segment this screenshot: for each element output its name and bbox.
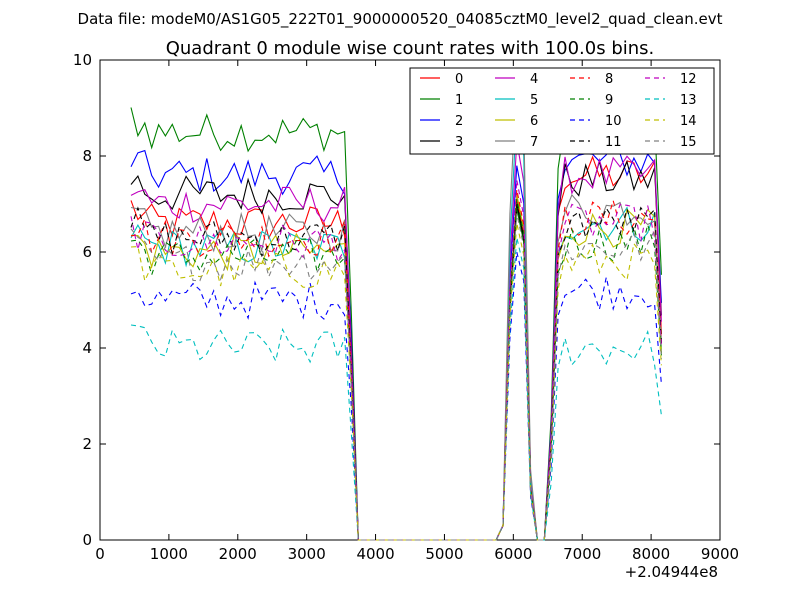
legend-label-1: 1	[455, 93, 463, 108]
x-tick-label: 1000	[150, 545, 188, 563]
x-tick-label: 2000	[219, 545, 257, 563]
x-tick-label: 9000	[701, 545, 739, 563]
x-tick-label: 4000	[356, 545, 394, 563]
x-tick-label: 8000	[632, 545, 670, 563]
series-line-3	[130, 159, 662, 541]
series-line-12	[130, 179, 662, 541]
series-layer	[130, 74, 662, 541]
legend-label-13: 13	[680, 93, 697, 108]
legend-label-8: 8	[605, 72, 613, 87]
series-line-15	[130, 213, 662, 541]
y-tick-label: 8	[82, 147, 92, 165]
x-offset-label: +2.04944e8	[625, 563, 718, 581]
series-line-11	[130, 203, 662, 541]
ticks-layer: 0 1000 2000 3000 4000 5000 6000 7000 8000 9000 0 2 4…	[73, 51, 739, 563]
legend-label-2: 2	[455, 114, 463, 129]
x-tick-label: 0	[95, 545, 105, 563]
x-tick-label: 7000	[563, 545, 601, 563]
series-line-1	[130, 107, 662, 541]
x-tick-label: 6000	[494, 545, 532, 563]
y-tick-label: 2	[82, 435, 92, 453]
legend-label-6: 6	[530, 114, 538, 129]
series-line-2	[130, 143, 662, 541]
legend-label-4: 4	[530, 72, 538, 87]
series-line-10	[130, 251, 662, 541]
y-tick-label: 6	[82, 243, 92, 261]
datafile-header: Data file: modeM0/AS1G05_222T01_90000005…	[78, 10, 723, 29]
series-line-0	[130, 155, 662, 541]
series-line-6	[130, 194, 662, 541]
series-line-14	[130, 223, 662, 541]
legend-label-7: 7	[530, 135, 538, 150]
chart-title: Quadrant 0 module wise count rates with …	[166, 38, 655, 59]
legend-label-10: 10	[605, 114, 622, 129]
legend-label-9: 9	[605, 93, 613, 108]
y-tick-label: 0	[82, 531, 92, 549]
legend-label-5: 5	[530, 93, 538, 108]
legend-label-11: 11	[605, 135, 622, 150]
series-line-4	[130, 141, 662, 541]
y-tick-label: 10	[73, 51, 92, 69]
y-tick-label: 4	[82, 339, 92, 357]
legend-label-14: 14	[680, 114, 697, 129]
legend-box	[409, 67, 715, 155]
x-tick-label: 3000	[288, 545, 326, 563]
legend-label-3: 3	[455, 135, 463, 150]
series-line-13	[130, 237, 662, 541]
legend-label-12: 12	[680, 72, 697, 87]
legend-label-0: 0	[455, 72, 463, 87]
legend-label-15: 15	[680, 135, 697, 150]
x-tick-label: 5000	[425, 545, 463, 563]
